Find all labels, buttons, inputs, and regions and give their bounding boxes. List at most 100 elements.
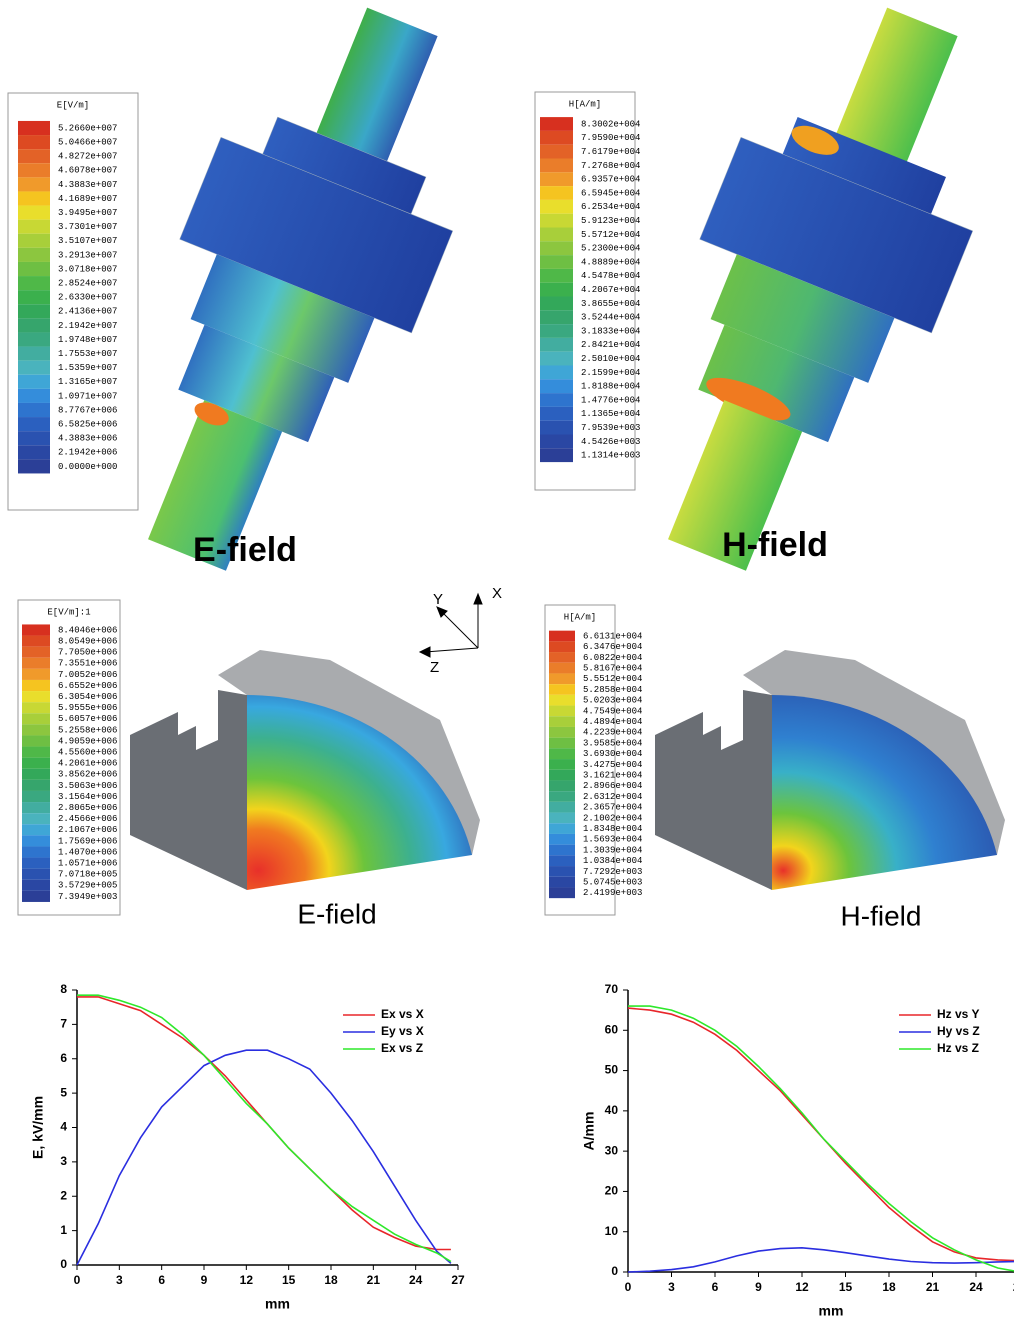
color-swatch [22, 646, 50, 658]
colorbar-label: 0.0000e+000 [58, 462, 117, 472]
colorbar-label: 4.3883e+007 [58, 180, 117, 190]
color-swatch [18, 417, 50, 432]
colorbar-label: 3.5729e+005 [58, 881, 117, 891]
color-swatch [22, 624, 50, 636]
colorbar-label: 1.0384e+004 [583, 856, 642, 866]
colorbar-label: 2.1942e+007 [58, 321, 117, 331]
colorbar-label: 2.4136e+007 [58, 307, 117, 317]
color-swatch [540, 172, 573, 187]
colorbar-label: 8.7767e+006 [58, 405, 117, 415]
colorbar-label: 1.0971e+007 [58, 391, 117, 401]
color-swatch [549, 641, 575, 653]
colorbar-label: 3.0718e+007 [58, 264, 117, 274]
color-swatch [549, 801, 575, 813]
color-swatch [22, 735, 50, 747]
y-tick-label: 40 [605, 1103, 619, 1117]
colorbar-label: 8.4046e+006 [58, 625, 117, 635]
colorbar-label: 2.1942e+006 [58, 448, 117, 458]
colorbar-label: 2.3657e+004 [583, 803, 642, 813]
color-swatch [18, 360, 50, 375]
y-tick-label: 30 [605, 1143, 619, 1157]
color-swatch [549, 844, 575, 856]
colorbar-title: H[A/m] [564, 612, 596, 622]
color-swatch [540, 351, 573, 366]
colorbar-label: 2.4199e+003 [583, 888, 642, 898]
colorbar-label: 5.0203e+004 [583, 696, 642, 706]
color-swatch [18, 205, 50, 220]
legend-label: Ex vs Z [381, 1041, 423, 1055]
color-swatch [18, 120, 50, 136]
color-swatch [22, 724, 50, 736]
data-line [627, 1246, 1014, 1273]
x-tick-label: 21 [926, 1280, 940, 1294]
colorbar-label: 5.0466e+007 [58, 137, 117, 147]
colorbar-label: 4.2061e+006 [58, 759, 117, 769]
y-tick-label: 1 [60, 1223, 67, 1237]
colorbar-label: 4.8272e+007 [58, 152, 117, 162]
colorbar-label: 8.3002e+004 [581, 119, 640, 129]
colorbar: E[V/m] 5.2660e+007 5.0466e+007 4.8272e+007 4… [7, 92, 139, 511]
x-tick-label: 15 [839, 1280, 853, 1294]
colorbar-label: 4.5478e+004 [581, 271, 640, 281]
color-swatch [22, 657, 50, 669]
x-tick-label: 3 [116, 1273, 123, 1287]
color-swatch [22, 768, 50, 780]
color-swatch [549, 759, 575, 770]
colorbar-label: 6.6131e+004 [583, 631, 642, 641]
colorbar-label: 2.1599e+004 [581, 368, 640, 378]
colorbar-label: 5.2300e+004 [581, 244, 640, 254]
axis-label: Z [430, 659, 439, 676]
colorbar-title: H[A/m] [569, 99, 601, 109]
colorbar-label: 4.9059e+006 [58, 736, 117, 746]
y-tick-label: 4 [60, 1120, 67, 1134]
colorbar-label: 7.0052e+006 [58, 670, 117, 680]
x-tick-label: 0 [625, 1280, 632, 1294]
colorbar-label: 5.8167e+004 [583, 663, 642, 673]
colorbar-label: 4.6078e+007 [58, 166, 117, 176]
data-line [77, 994, 452, 1263]
color-swatch [540, 255, 573, 269]
color-swatch [549, 684, 575, 695]
colorbar-label: 2.8524e+007 [58, 278, 117, 288]
color-swatch [22, 746, 50, 758]
colorbar-label: 3.5244e+004 [581, 313, 640, 323]
y-tick-label: 50 [605, 1063, 619, 1077]
x-tick-label: 24 [409, 1273, 423, 1287]
y-axis-label: A/mm [581, 1112, 597, 1151]
color-swatch [549, 866, 575, 877]
axis-label: Y [433, 591, 443, 608]
colorbar-label: 6.6552e+006 [58, 681, 117, 691]
color-swatch [18, 388, 50, 403]
color-swatch [549, 630, 575, 642]
colorbar-label: 3.8655e+004 [581, 299, 640, 309]
colorbar-label: 6.5825e+006 [58, 419, 117, 429]
x-tick-label: 9 [201, 1273, 208, 1287]
color-swatch [18, 135, 50, 150]
colorbar-label: 7.9539e+003 [581, 423, 640, 433]
color-swatch [549, 833, 575, 845]
color-swatch [549, 876, 575, 888]
colorbar-label: 2.8421e+004 [581, 340, 640, 350]
color-swatch [22, 679, 50, 692]
color-swatch [540, 186, 573, 200]
caption: E-field [193, 531, 297, 569]
x-tick-label: 6 [712, 1280, 719, 1294]
colorbar-label: 2.8966e+004 [583, 781, 642, 791]
x-tick-label: 9 [755, 1280, 762, 1294]
colorbar-label: 1.5693e+004 [583, 835, 642, 845]
x-axis-label: mm [819, 1303, 844, 1319]
x-tick-label: 27 [1013, 1280, 1014, 1294]
colorbar-label: 4.4894e+004 [583, 717, 642, 727]
colorbar-label: 2.6312e+004 [583, 792, 642, 802]
color-swatch [540, 144, 573, 159]
legend-label: Hz vs Y [937, 1007, 979, 1021]
colorbar-label: 5.5512e+004 [583, 674, 642, 684]
colorbar-label: 5.9123e+004 [581, 216, 640, 226]
color-swatch [22, 757, 50, 769]
y-tick-label: 5 [60, 1085, 67, 1099]
x-tick-label: 12 [240, 1273, 254, 1287]
colorbar-title: E[V/m] [57, 100, 89, 110]
color-swatch [22, 890, 50, 902]
y-tick-label: 0 [60, 1257, 67, 1271]
y-tick-label: 10 [605, 1224, 619, 1238]
